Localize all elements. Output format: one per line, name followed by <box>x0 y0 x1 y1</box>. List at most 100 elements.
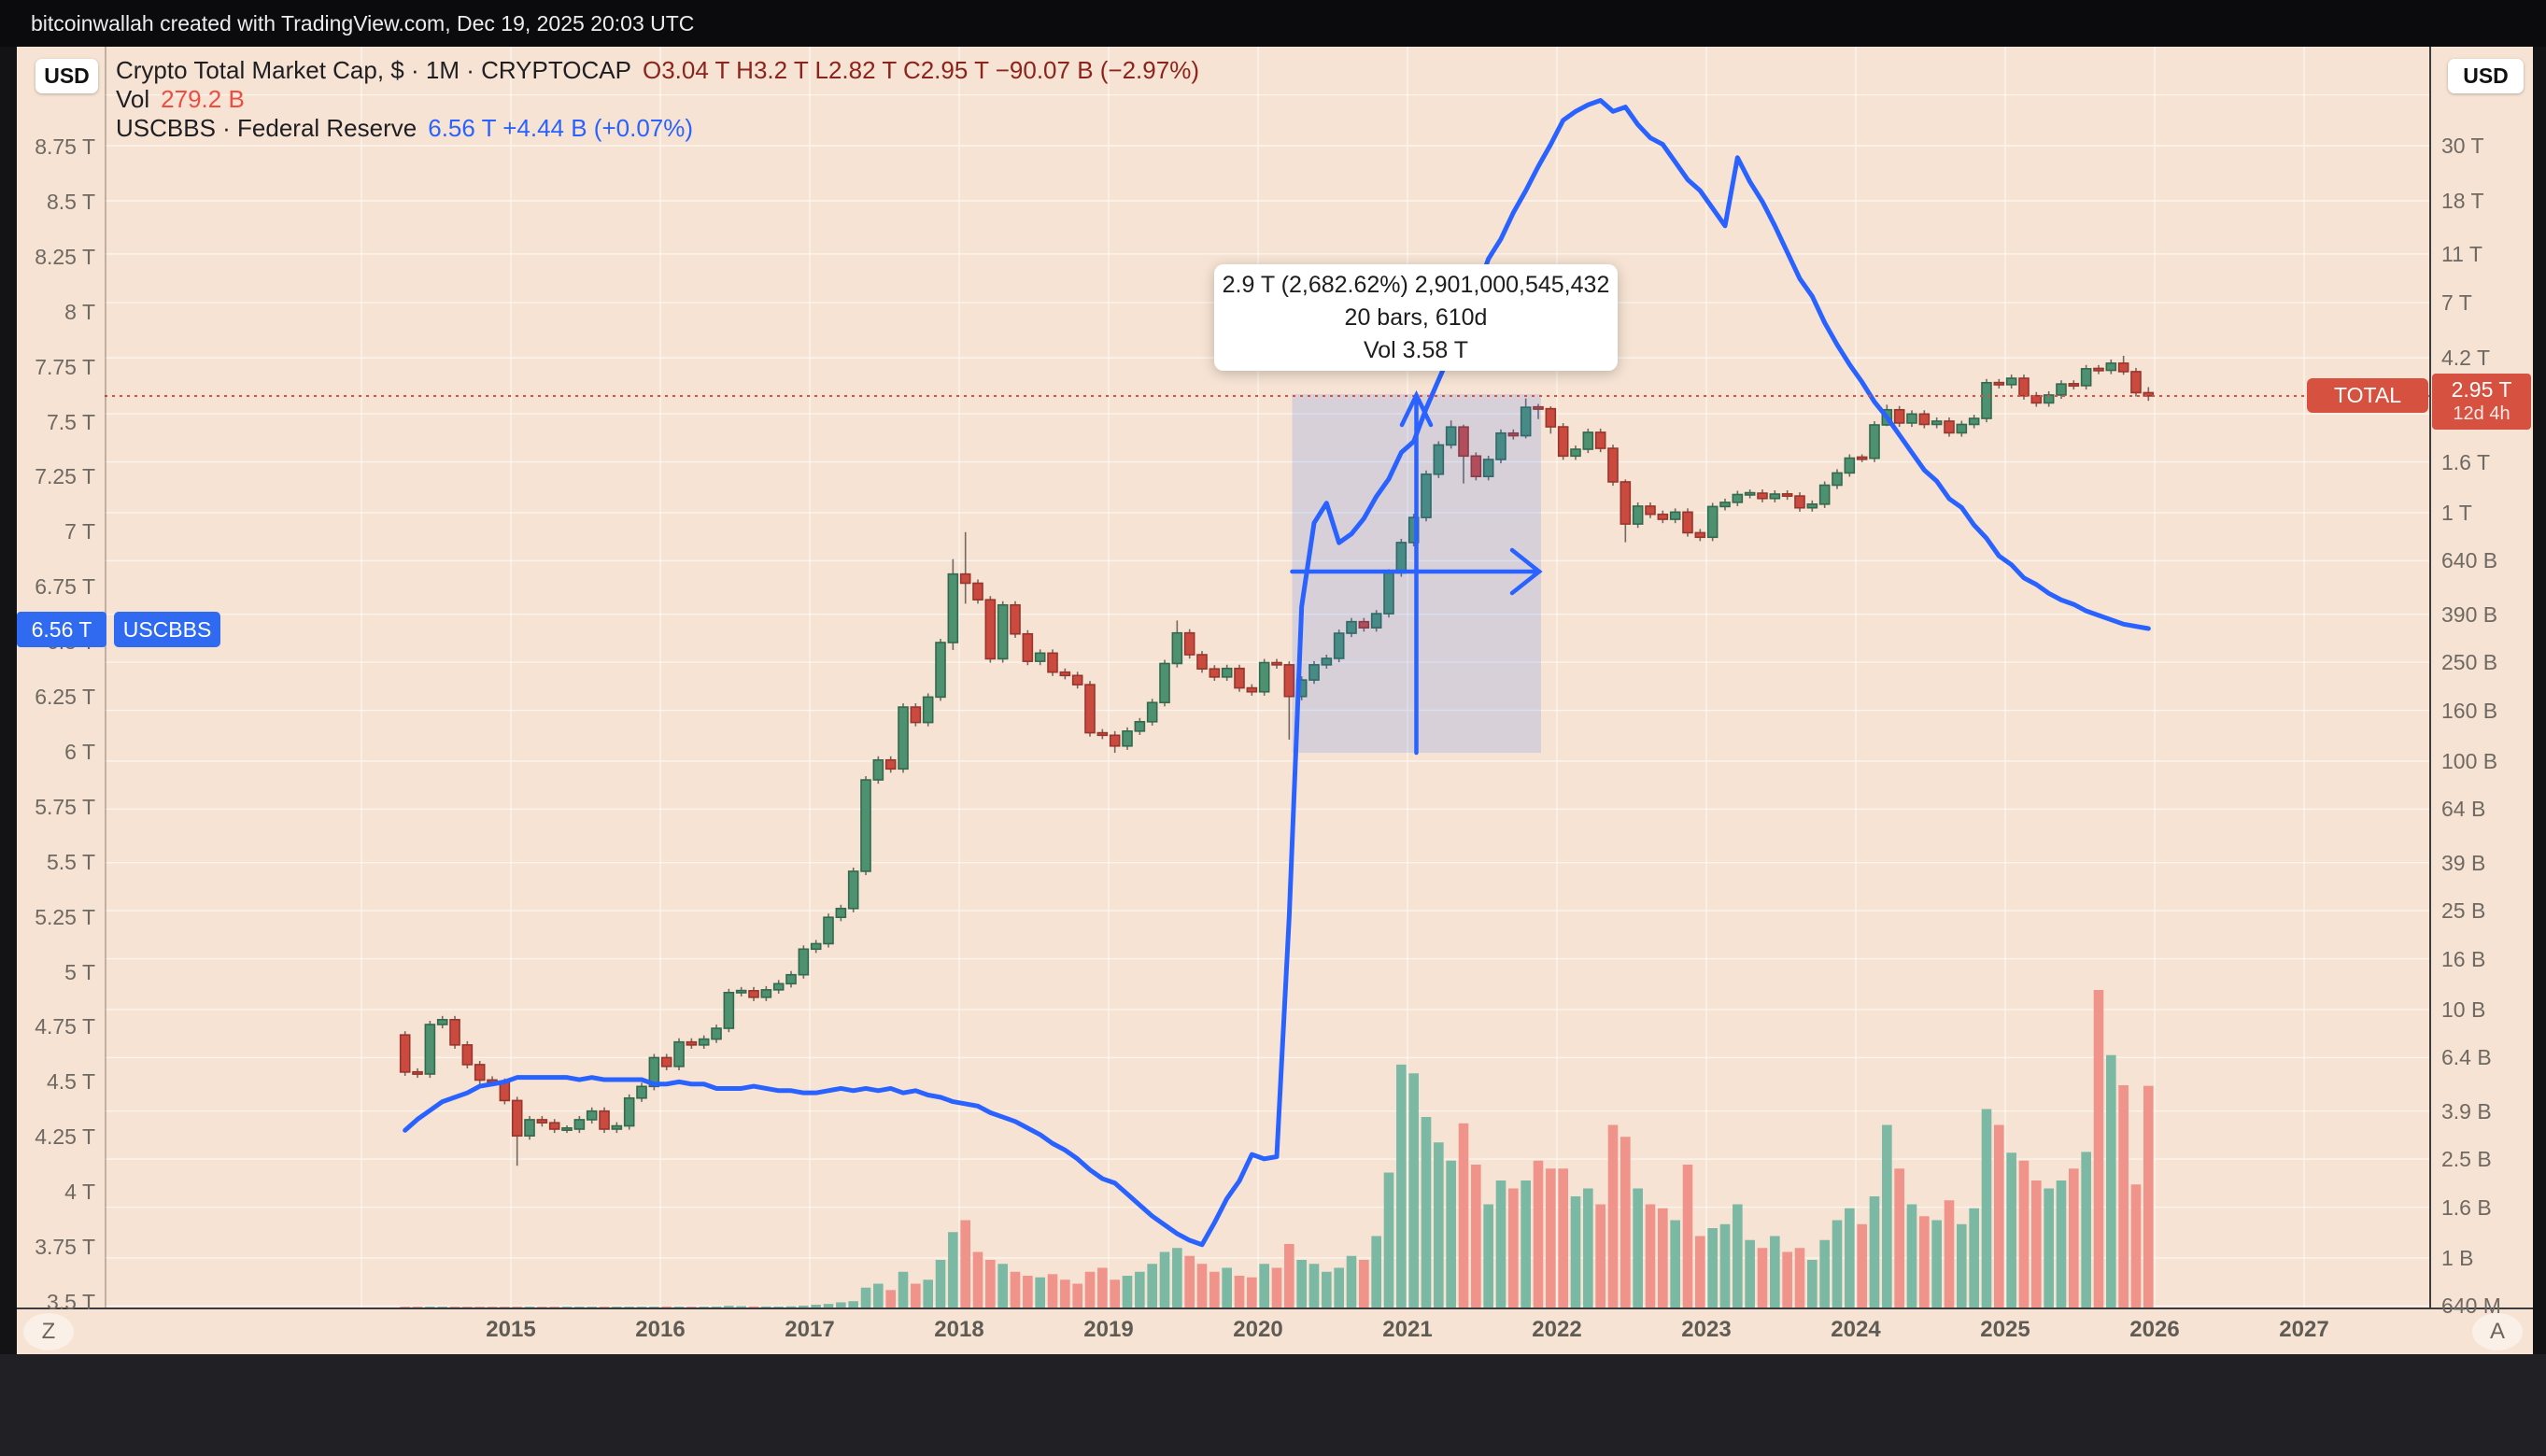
ohlc-values: O3.04 T H3.2 T L2.82 T C2.95 T −90.07 B … <box>642 56 1199 84</box>
right-axis-tick: 18 T <box>2441 189 2484 213</box>
left-axis-tick: 7.25 T <box>35 464 95 489</box>
volume-value: 279.2 B <box>161 85 245 113</box>
left-axis-tick: 8.75 T <box>35 134 95 159</box>
uscbbs-axis-price-value: 6.56 T <box>31 616 92 642</box>
right-axis-settings-label: A <box>2489 1319 2505 1344</box>
right-axis-tick: 4.2 T <box>2441 346 2490 371</box>
measure-tooltip-volume: Vol 3.58 T <box>1363 336 1469 363</box>
total-series-name: TOTAL <box>2334 383 2401 407</box>
left-axis-tick: 5.75 T <box>35 794 95 819</box>
right-axis-tick: 100 B <box>2441 748 2498 773</box>
time-axis-year-label: 2022 <box>1532 1317 1582 1342</box>
footer: TradingView <box>0 1354 2546 1456</box>
legend: Crypto Total Market Cap, $ · 1M · CRYPTO… <box>116 56 1199 143</box>
legend-row-uscbbs[interactable]: USCBBS · Federal Reserve 6.56 T +4.44 B … <box>116 114 1199 143</box>
right-currency-label: USD <box>2463 64 2509 88</box>
left-axis-tick: 5.5 T <box>47 849 95 874</box>
right-axis-tick: 3.9 B <box>2441 1098 2492 1124</box>
left-axis-tick: 4 T <box>64 1180 95 1205</box>
left-currency-label: USD <box>44 64 90 88</box>
right-axis-tick: 6.4 B <box>2441 1045 2492 1070</box>
measure-arrows <box>1290 389 1543 756</box>
right-axis-tick: 1 T <box>2441 500 2472 525</box>
time-axis-year-label: 2019 <box>1083 1317 1134 1342</box>
attribution-bar: bitcoinwallah created with TradingView.c… <box>0 0 2546 47</box>
right-axis-tick: 25 B <box>2441 898 2486 924</box>
right-currency-button[interactable]: USD <box>2448 59 2524 93</box>
time-axis-year-label: 2027 <box>2279 1317 2329 1342</box>
left-axis-tick: 4.75 T <box>35 1014 95 1039</box>
time-axis[interactable] <box>17 1309 2533 1354</box>
gridlines <box>105 47 2430 1308</box>
right-axis-tick: 10 B <box>2441 997 2486 1022</box>
uscbbs-axis-price-label: 6.56 T <box>17 612 106 647</box>
measure-tooltip-change: 2.9 T (2,682.62%) 2,901,000,545,432 <box>1222 271 1610 298</box>
uscbbs-series-label[interactable]: USCBBS <box>114 612 220 647</box>
left-axis-tick: 7 T <box>64 519 95 544</box>
right-axis-tick: 160 B <box>2441 698 2498 723</box>
left-currency-button[interactable]: USD <box>35 59 98 93</box>
right-axis-tick: 1.6 T <box>2441 449 2490 474</box>
current-price-axis-label: 2.95 T 12d 4h <box>2432 374 2531 430</box>
left-axis-tick: 4.5 T <box>47 1069 95 1095</box>
left-axis-settings-label: Z <box>41 1319 56 1344</box>
measure-tooltip: 2.9 T (2,682.62%) 2,901,000,545,432 20 b… <box>1214 264 1618 371</box>
right-axis-tick: 7 T <box>2441 290 2472 316</box>
time-axis-year-label: 2025 <box>1980 1317 2030 1342</box>
volume-series <box>400 990 2154 1308</box>
left-axis-tick: 4.25 T <box>35 1124 95 1150</box>
measure-tooltip-bars: 20 bars, 610d <box>1344 304 1488 331</box>
volume-label: Vol <box>116 85 150 113</box>
left-axis-tick: 8.5 T <box>47 189 95 214</box>
left-axis-tick: 7.75 T <box>35 354 95 379</box>
symbol-title: Crypto Total Market Cap, $ · 1M · CRYPTO… <box>116 56 631 84</box>
left-axis-tick: 6 T <box>64 739 95 764</box>
time-axis-year-label: 2024 <box>1831 1317 1881 1342</box>
left-axis-tick: 3.5 T <box>47 1290 95 1314</box>
left-axis-tick: 8 T <box>64 299 95 324</box>
left-axis-tick: 5.25 T <box>35 904 95 929</box>
left-axis-tick: 6.25 T <box>35 685 95 710</box>
left-axis-tick: 8.25 T <box>35 244 95 269</box>
right-axis-tick: 16 B <box>2441 946 2486 971</box>
uscbbs-line <box>403 98 2151 1248</box>
left-axis-tick: 6.75 T <box>35 574 95 600</box>
left-axis-separator <box>105 47 106 1309</box>
right-axis-tick: 30 T <box>2441 133 2484 158</box>
left-axis-tick: 7.5 T <box>47 409 95 434</box>
right-axis-tick: 250 B <box>2441 650 2498 675</box>
left-axis-tick: 5 T <box>64 959 95 984</box>
uscbbs-values: 6.56 T +4.44 B (+0.07%) <box>428 114 694 142</box>
right-axis-tick: 1.6 B <box>2441 1194 2492 1220</box>
current-price-value: 2.95 T <box>2451 377 2512 402</box>
bar-countdown: 12d 4h <box>2453 403 2511 424</box>
left-axis-tick: 3.75 T <box>35 1235 95 1260</box>
right-axis-tick: 1 B <box>2441 1245 2474 1270</box>
legend-row-symbol[interactable]: Crypto Total Market Cap, $ · 1M · CRYPTO… <box>116 56 1199 85</box>
uscbbs-title: USCBBS · Federal Reserve <box>116 114 417 142</box>
time-axis-year-label: 2016 <box>635 1317 686 1342</box>
left-axis-settings-button[interactable]: Z <box>23 1313 74 1350</box>
right-axis-tick: 640 B <box>2441 548 2498 573</box>
right-axis-settings-button[interactable]: A <box>2472 1313 2523 1350</box>
right-axis-separator[interactable] <box>2429 47 2431 1309</box>
legend-row-volume[interactable]: Vol 279.2 B <box>116 85 1199 114</box>
time-axis-separator <box>17 1308 2533 1309</box>
candle-bodies <box>399 362 2155 1138</box>
right-axis-tick: 39 B <box>2441 850 2486 875</box>
time-axis-year-label: 2018 <box>934 1317 984 1342</box>
right-axis-tick: 11 T <box>2441 241 2482 266</box>
time-axis-year-label: 2015 <box>486 1317 536 1342</box>
right-axis-tick: 390 B <box>2441 601 2498 627</box>
attribution-text: bitcoinwallah created with TradingView.c… <box>31 11 695 35</box>
time-axis-year-label: 2026 <box>2129 1317 2180 1342</box>
time-axis-year-label: 2021 <box>1382 1317 1433 1342</box>
uscbbs-series-name: USCBBS <box>122 616 212 642</box>
total-series-label[interactable]: TOTAL <box>2307 378 2428 413</box>
time-axis-year-label: 2020 <box>1233 1317 1283 1342</box>
time-axis-year-label: 2017 <box>785 1317 835 1342</box>
right-axis-tick: 2.5 B <box>2441 1147 2492 1172</box>
right-axis-tick: 64 B <box>2441 797 2486 822</box>
